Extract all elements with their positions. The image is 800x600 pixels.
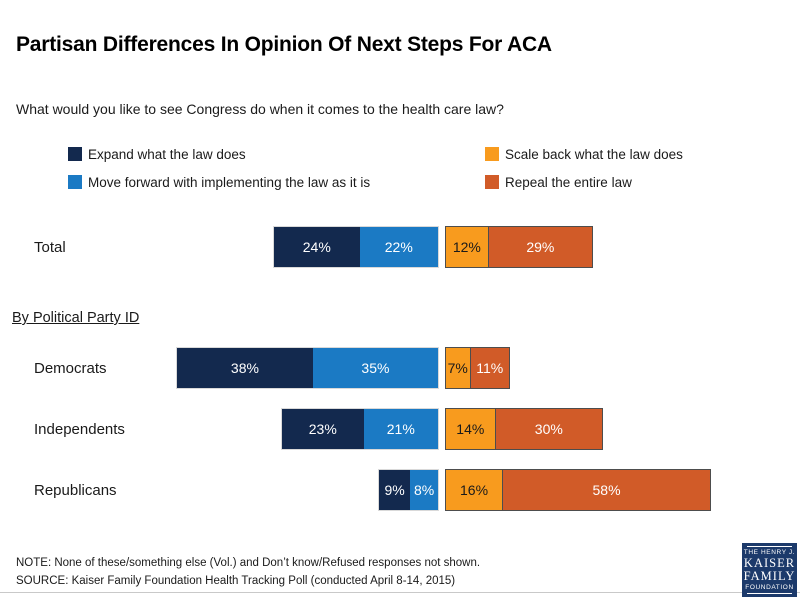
value-label: 16%: [460, 482, 489, 498]
row-label-democrats: Democrats: [34, 359, 107, 377]
legend-label-repeal: Repeal the entire law: [505, 174, 632, 190]
bar-segment-move-forward: 8%: [410, 470, 438, 510]
bar-segment-repeal: 58%: [503, 470, 710, 510]
value-label: 8%: [414, 482, 435, 498]
bar-group-right-democrats: 7% 11%: [445, 347, 510, 389]
value-label: 29%: [526, 239, 555, 255]
bar-group-right-independents: 14% 30%: [445, 408, 603, 450]
bar-group-left-independents: 23% 21%: [281, 408, 439, 450]
legend-item-move-forward: Move forward with implementing the law a…: [68, 174, 370, 190]
logo-line-henry: THE HENRY J.: [743, 548, 796, 556]
legend-item-scale-back: Scale back what the law does: [485, 146, 683, 162]
bar-group-right-total: 12% 29%: [445, 226, 593, 268]
legend-label-expand: Expand what the law does: [88, 146, 246, 162]
logo-top-rule: [747, 545, 792, 547]
bar-segment-move-forward: 22%: [359, 227, 438, 267]
bar-group-left-republicans: 9% 8%: [378, 469, 439, 511]
logo-line-foundation: FOUNDATION: [745, 584, 794, 592]
survey-question: What would you like to see Congress do w…: [16, 101, 504, 117]
bar-segment-scale-back: 16%: [446, 470, 504, 510]
legend-item-repeal: Repeal the entire law: [485, 174, 632, 190]
legend-swatch-expand: [68, 147, 82, 161]
value-label: 23%: [308, 421, 337, 437]
row-label-independents: Independents: [34, 420, 125, 438]
legend-swatch-repeal: [485, 175, 499, 189]
chart-title: Partisan Differences In Opinion Of Next …: [16, 33, 552, 56]
bar-segment-expand: 24%: [274, 227, 360, 267]
legend-label-scale-back: Scale back what the law does: [505, 146, 683, 162]
bar-segment-move-forward: 35%: [312, 348, 438, 388]
logo-line-kaiser: KAISER: [743, 555, 796, 570]
value-label: 35%: [361, 360, 390, 376]
bar-group-left-democrats: 38% 35%: [176, 347, 439, 389]
legend-label-move-forward: Move forward with implementing the law a…: [88, 174, 371, 190]
legend-swatch-move-forward: [68, 175, 82, 189]
bar-segment-repeal: 29%: [488, 227, 592, 267]
logo-bottom-rule: [747, 593, 792, 595]
bar-segment-scale-back: 7%: [446, 348, 471, 388]
value-label: 38%: [230, 360, 259, 376]
row-label-republicans: Republicans: [34, 481, 117, 499]
bar-segment-scale-back: 14%: [446, 409, 496, 449]
value-label: 24%: [302, 239, 331, 255]
bar-segment-move-forward: 21%: [363, 409, 438, 449]
value-label: 11%: [476, 360, 504, 376]
value-label: 21%: [386, 421, 415, 437]
bar-segment-scale-back: 12%: [446, 227, 489, 267]
bottom-divider: [0, 592, 800, 593]
bar-segment-repeal: 30%: [495, 409, 602, 449]
value-label: 9%: [384, 482, 405, 498]
bar-group-left-total: 24% 22%: [273, 226, 439, 268]
logo-line-family: FAMILY: [743, 569, 796, 583]
bar-group-right-republicans: 16% 58%: [445, 469, 711, 511]
legend-item-expand: Expand what the law does: [68, 146, 246, 162]
footnote: NOTE: None of these/something else (Vol.…: [16, 557, 481, 569]
value-label: 7%: [447, 360, 468, 376]
row-label-total: Total: [34, 238, 66, 256]
bar-segment-expand: 38%: [177, 348, 313, 388]
bar-segment-repeal: 11%: [470, 348, 509, 388]
source-line: SOURCE: Kaiser Family Foundation Health …: [16, 575, 456, 587]
value-label: 22%: [384, 239, 413, 255]
value-label: 12%: [452, 239, 481, 255]
value-label: 30%: [534, 421, 563, 437]
bar-segment-expand: 9%: [379, 470, 411, 510]
value-label: 58%: [592, 482, 621, 498]
section-label-party-id: By Political Party ID: [12, 310, 140, 326]
kff-logo: THE HENRY J. KAISER FAMILY FOUNDATION: [742, 543, 797, 597]
value-label: 14%: [456, 421, 485, 437]
bar-segment-expand: 23%: [282, 409, 364, 449]
legend-swatch-scale-back: [485, 147, 499, 161]
